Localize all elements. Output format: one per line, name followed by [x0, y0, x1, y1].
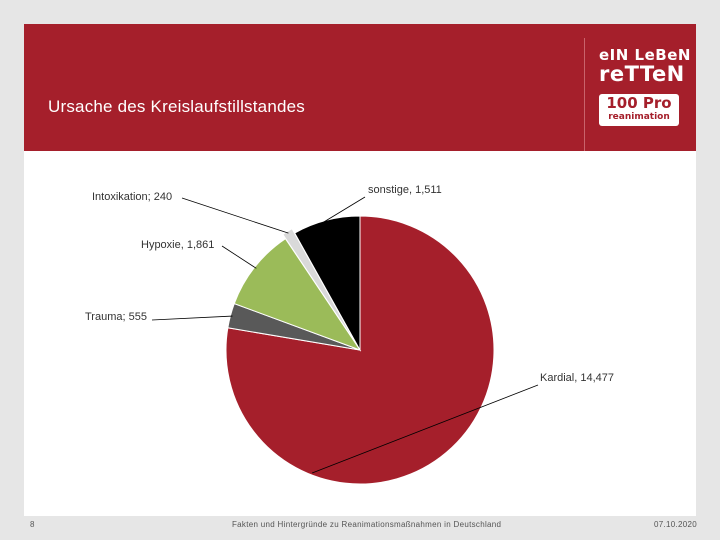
footer-date: 07.10.2020	[654, 520, 698, 529]
data-label-intoxikation: Intoxikation; 240	[92, 191, 172, 203]
slide-title: Ursache des Kreislaufstillstandes	[48, 97, 305, 116]
page-number: 8	[30, 520, 35, 529]
leader-line-intoxikation	[181, 197, 289, 234]
logo-badge: 100 Pro reanimation	[599, 94, 679, 126]
data-label-sonstige: sonstige, 1,511	[368, 184, 442, 196]
brand-logo: eIN LeBeN reTTeN 100 Pro reanimation	[599, 46, 691, 146]
slide-header: Ursache des Kreislaufstillstandes eIN Le…	[24, 24, 696, 151]
data-label-hypoxie: Hypoxie, 1,861	[141, 239, 214, 251]
pie-slice-intoxikation	[282, 228, 358, 347]
leader-line-trauma	[151, 315, 233, 321]
data-label-kardial: Kardial, 14,477	[540, 372, 614, 384]
leader-line-hypoxie	[221, 245, 257, 269]
logo-badge-bottom: reanimation	[608, 112, 670, 122]
logo-line-2: reTTeN	[599, 62, 685, 86]
header-divider	[584, 38, 585, 151]
leader-line-kardial	[311, 384, 539, 474]
logo-line-1: eIN LeBeN	[599, 46, 691, 64]
footer-text: Fakten und Hintergründe zu Reanimationsm…	[232, 520, 502, 529]
logo-badge-top: 100 Pro	[606, 94, 672, 112]
data-label-trauma: Trauma; 555	[85, 311, 147, 323]
leader-line-sonstige	[320, 196, 366, 225]
